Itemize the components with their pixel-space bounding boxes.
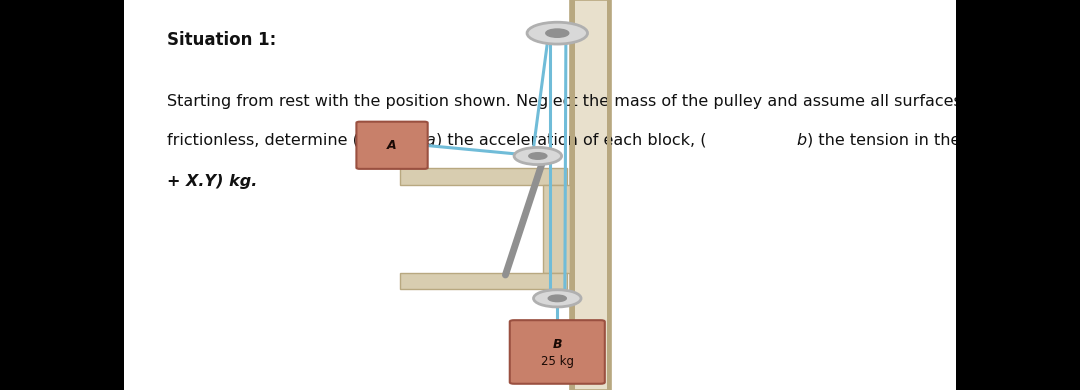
Circle shape <box>527 22 588 44</box>
Text: B: B <box>553 338 562 351</box>
Circle shape <box>534 290 581 307</box>
Text: A: A <box>388 139 396 152</box>
Bar <box>0 0 124 390</box>
Circle shape <box>549 295 566 301</box>
Circle shape <box>545 29 569 37</box>
Bar <box>400 168 567 185</box>
Bar <box>570 0 575 390</box>
Bar <box>570 0 611 390</box>
Text: Starting from rest with the position shown. Neglect the mass of the pulley and a: Starting from rest with the position sho… <box>167 94 994 108</box>
Text: ) the acceleration of each block, (: ) the acceleration of each block, ( <box>435 133 706 147</box>
Bar <box>400 273 567 289</box>
Text: b: b <box>797 133 807 147</box>
Text: frictionless, determine (: frictionless, determine ( <box>167 133 360 147</box>
Circle shape <box>514 147 562 165</box>
Text: 25 kg: 25 kg <box>541 355 573 367</box>
Circle shape <box>529 153 546 159</box>
Bar <box>543 185 570 273</box>
FancyBboxPatch shape <box>356 122 428 169</box>
FancyBboxPatch shape <box>510 320 605 384</box>
Bar <box>607 0 611 390</box>
Text: + X.Y) kg.: + X.Y) kg. <box>167 174 258 188</box>
Text: Situation 1:: Situation 1: <box>167 31 276 49</box>
Text: ) the tension in the cable. Mass of Block A = (21: ) the tension in the cable. Mass of Bloc… <box>807 133 1080 147</box>
Bar <box>956 0 1080 390</box>
Text: a: a <box>426 133 435 147</box>
